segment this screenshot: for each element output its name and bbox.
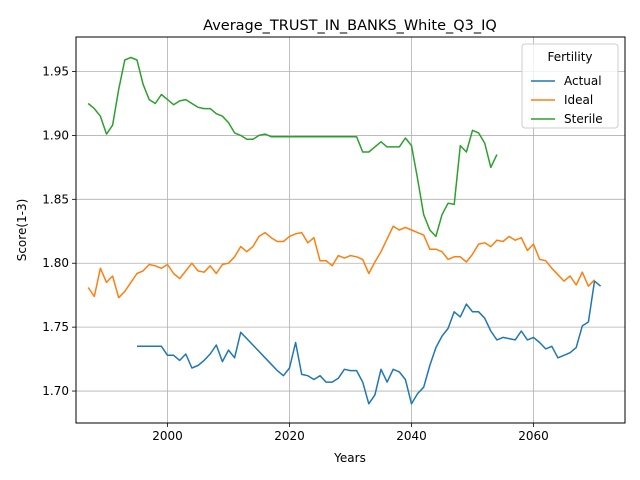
legend-label-actual: Actual <box>564 74 602 88</box>
legend-label-sterile: Sterile <box>564 112 603 126</box>
x-axis-label: Years <box>333 451 366 465</box>
x-tick-label-1: 2020 <box>274 429 305 443</box>
legend-title: Fertility <box>547 50 592 64</box>
x-tick-label-0: 2000 <box>152 429 183 443</box>
x-tick-label-2: 2040 <box>396 429 427 443</box>
legend: Fertility Actual Ideal Sterile <box>522 44 618 128</box>
y-tick-label-2: 1.80 <box>42 256 69 270</box>
y-tick-label-1: 1.75 <box>42 320 69 334</box>
x-tick-label-3: 2060 <box>518 429 549 443</box>
y-tick-label-3: 1.85 <box>42 192 69 206</box>
legend-label-ideal: Ideal <box>564 93 593 107</box>
y-tick-label-4: 1.90 <box>42 128 69 142</box>
y-axis-label: Score(1-3) <box>15 199 29 262</box>
chart-title: Average_TRUST_IN_BANKS_White_Q3_IQ <box>203 18 497 34</box>
y-tick-label-5: 1.95 <box>42 65 69 79</box>
y-tick-label-0: 1.70 <box>42 384 69 398</box>
